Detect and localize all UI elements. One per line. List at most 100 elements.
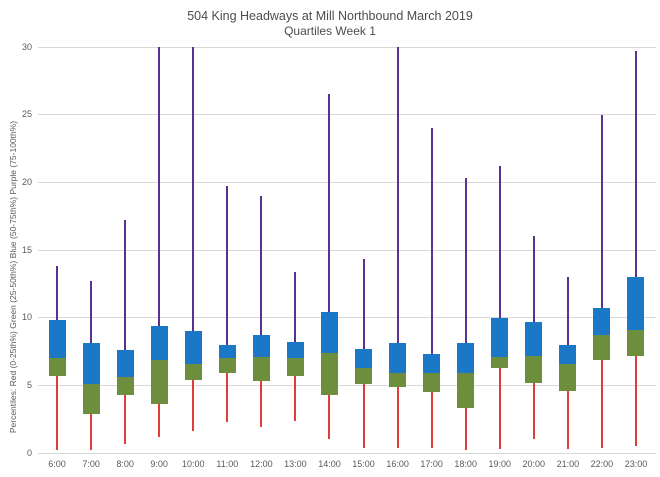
blue-box-18:00: [457, 343, 475, 374]
x-tick-label-11:00: 11:00: [216, 459, 239, 469]
x-tick-label-18:00: 18:00: [454, 459, 477, 469]
chart-title-line2: Quartiles Week 1: [284, 24, 376, 38]
y-tick-label-10: 10: [21, 312, 32, 323]
x-tick-label-23:00: 23:00: [624, 459, 648, 469]
purple-whisker-18:00: [464, 178, 467, 344]
blue-box-13:00: [286, 342, 304, 359]
purple-whisker-8:00: [124, 220, 127, 351]
purple-whisker-19:00: [498, 166, 501, 318]
x-tick-label-21:00: 21:00: [556, 459, 580, 469]
green-box-15:00: [355, 367, 373, 384]
y-axis-label: Percentiles: Red (0-25th%) Green (25-50t…: [8, 120, 18, 434]
blue-box-10:00: [184, 331, 202, 364]
x-tick-label-9:00: 9:00: [150, 459, 168, 469]
red-whisker-12:00: [260, 381, 263, 428]
green-box-19:00: [491, 356, 509, 368]
chart-title: 504 King Headways at Mill Northbound Mar…: [0, 8, 660, 39]
blue-box-20:00: [525, 321, 543, 356]
green-box-11:00: [218, 358, 236, 374]
x-tick-label-14:00: 14:00: [318, 459, 341, 469]
blue-box-6:00: [48, 320, 66, 359]
blue-box-17:00: [423, 354, 441, 374]
green-box-16:00: [389, 373, 407, 387]
green-box-21:00: [559, 363, 577, 391]
green-box-22:00: [593, 335, 611, 360]
x-tick-label-20:00: 20:00: [522, 459, 546, 469]
blue-box-19:00: [491, 317, 509, 357]
x-tick-label-16:00: 16:00: [386, 459, 409, 469]
gridline-10: [38, 317, 656, 319]
blue-box-9:00: [150, 325, 168, 360]
purple-whisker-11:00: [226, 186, 229, 345]
red-whisker-9:00: [158, 404, 161, 437]
blue-box-14:00: [320, 312, 338, 353]
red-whisker-15:00: [362, 383, 365, 448]
x-tick-label-22:00: 22:00: [590, 459, 614, 469]
purple-whisker-15:00: [362, 259, 365, 349]
purple-whisker-17:00: [430, 128, 433, 355]
blue-box-7:00: [82, 343, 100, 384]
purple-whisker-20:00: [532, 236, 535, 322]
gridline-25: [38, 114, 656, 116]
gridline-5: [38, 384, 656, 386]
blue-box-21:00: [559, 344, 577, 364]
x-tick-label-6:00: 6:00: [48, 459, 66, 469]
x-tick-label-19:00: 19:00: [488, 459, 512, 469]
purple-whisker-10:00: [192, 47, 195, 332]
red-whisker-19:00: [498, 367, 501, 449]
blue-box-15:00: [355, 348, 373, 368]
green-box-8:00: [116, 377, 134, 395]
y-tick-label-0: 0: [26, 447, 32, 458]
red-whisker-10:00: [192, 379, 195, 432]
blue-box-23:00: [627, 277, 645, 330]
purple-whisker-22:00: [600, 114, 603, 309]
purple-whisker-12:00: [260, 195, 263, 336]
red-whisker-11:00: [226, 373, 229, 422]
y-tick-label-15: 15: [21, 244, 32, 255]
green-box-13:00: [286, 358, 304, 376]
chart-title-line1: 504 King Headways at Mill Northbound Mar…: [187, 9, 473, 23]
red-whisker-16:00: [396, 386, 399, 448]
gridline-15: [38, 249, 656, 251]
green-box-7:00: [82, 383, 100, 414]
y-tick-label-5: 5: [26, 379, 32, 390]
gridline-0: [38, 452, 656, 454]
x-tick-label-17:00: 17:00: [420, 459, 443, 469]
blue-box-22:00: [593, 308, 611, 336]
purple-whisker-23:00: [634, 51, 637, 278]
green-box-10:00: [184, 363, 202, 380]
green-box-23:00: [627, 329, 645, 356]
x-tick-label-10:00: 10:00: [181, 459, 205, 469]
purple-whisker-9:00: [158, 47, 161, 326]
y-tick-label-30: 30: [21, 41, 32, 52]
blue-box-16:00: [389, 343, 407, 374]
x-tick-label-8:00: 8:00: [116, 459, 134, 469]
gridline-20: [38, 181, 656, 183]
green-box-17:00: [423, 373, 441, 393]
green-box-6:00: [48, 358, 66, 376]
green-box-14:00: [320, 352, 338, 395]
purple-whisker-14:00: [328, 94, 331, 313]
x-tick-label-15:00: 15:00: [352, 459, 375, 469]
y-tick-label-20: 20: [21, 176, 32, 187]
x-tick-label-12:00: 12:00: [250, 459, 273, 469]
purple-whisker-7:00: [90, 281, 93, 344]
red-whisker-23:00: [634, 355, 637, 447]
x-tick-label-13:00: 13:00: [284, 459, 307, 469]
y-tick-label-25: 25: [21, 109, 32, 120]
green-box-9:00: [150, 359, 168, 405]
red-whisker-7:00: [90, 413, 93, 451]
red-whisker-21:00: [566, 390, 569, 449]
x-tick-label-7:00: 7:00: [82, 459, 100, 469]
green-box-20:00: [525, 355, 543, 383]
blue-box-11:00: [218, 344, 236, 359]
purple-whisker-21:00: [566, 277, 569, 345]
blue-box-8:00: [116, 350, 134, 378]
red-whisker-13:00: [294, 375, 297, 421]
red-whisker-6:00: [56, 375, 59, 451]
green-box-18:00: [457, 373, 475, 409]
gridline-30: [38, 46, 656, 48]
red-whisker-8:00: [124, 394, 127, 444]
red-whisker-17:00: [430, 392, 433, 448]
